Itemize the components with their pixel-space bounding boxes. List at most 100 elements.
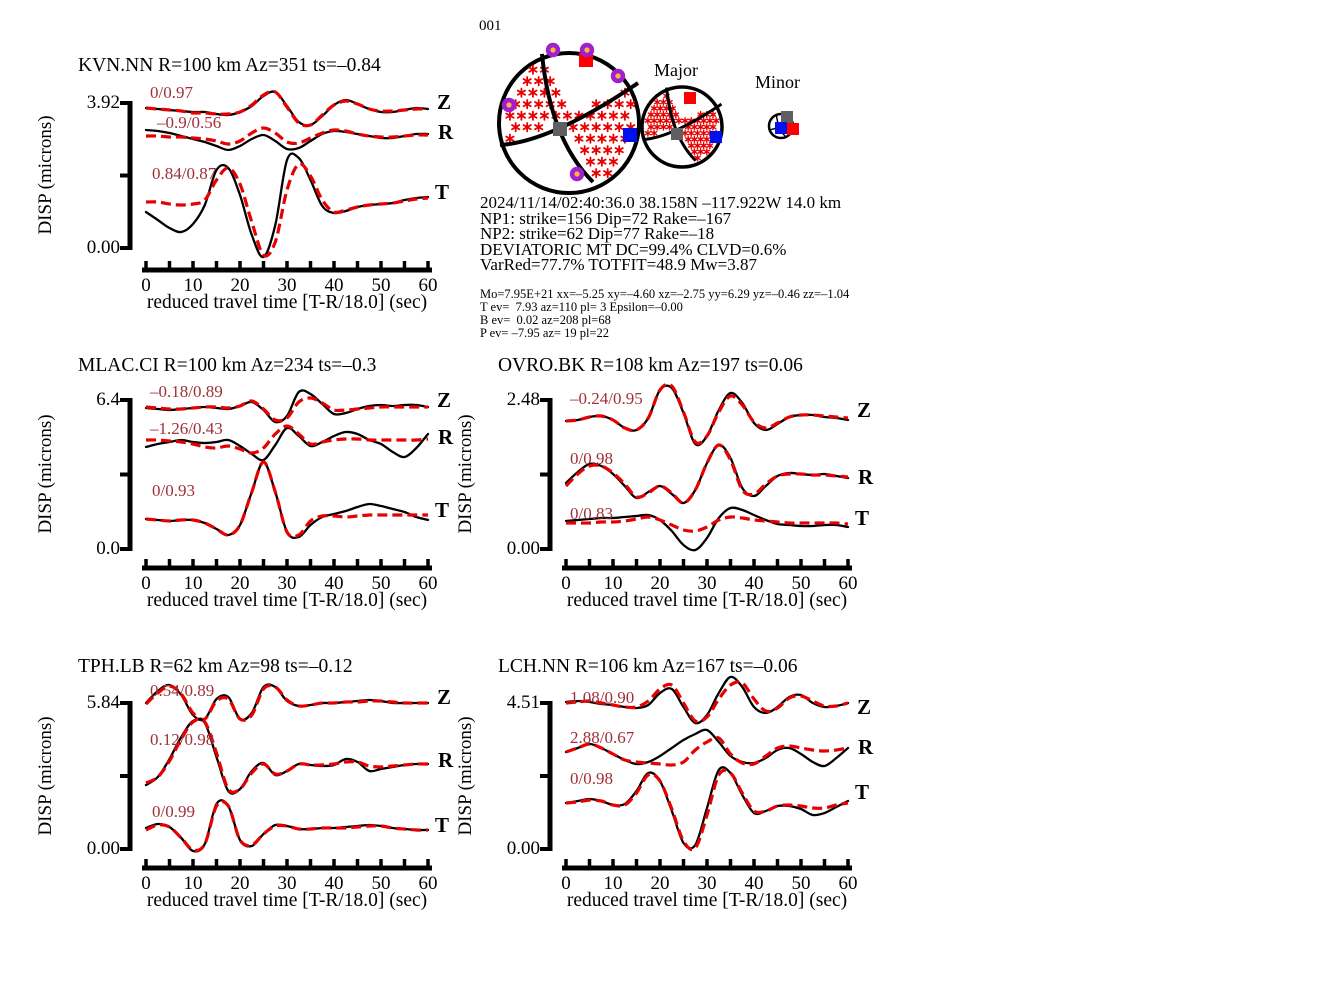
beachball-minor	[767, 111, 799, 140]
fit-label-r: 0.12/0.98	[150, 730, 215, 749]
waveform-synthetic-T	[145, 460, 428, 539]
asterisk	[539, 112, 549, 119]
asterisk	[591, 124, 601, 131]
y-min-label: 0.00	[506, 538, 540, 559]
component-letter-z: Z	[857, 695, 872, 719]
x-axis-label: reduced travel time [T-R/18.0] (sec)	[566, 890, 848, 911]
asterisk	[709, 112, 717, 117]
asterisk	[700, 143, 707, 148]
x-tick-label: 30	[698, 573, 717, 594]
asterisk	[663, 106, 670, 111]
varred-line: VarRed=77.7% TOTFIT=48.9 Mw=3.87	[480, 255, 757, 274]
x-tick-label: 0	[141, 275, 151, 296]
asterisk	[603, 147, 613, 154]
asterisk	[511, 124, 521, 131]
x-tick-label: 10	[184, 573, 203, 594]
component-letter-z: Z	[857, 398, 872, 422]
centroid-marker	[671, 128, 683, 140]
major-beachball-label: Major	[654, 60, 698, 80]
asterisk	[706, 118, 714, 123]
component-letter-z: Z	[437, 685, 452, 709]
asterisk	[597, 112, 607, 119]
y-axis-label: DISP (microns)	[455, 414, 476, 534]
y-max-label: 6.4	[96, 389, 120, 410]
component-letter-r: R	[438, 120, 454, 144]
asterisk	[684, 137, 692, 142]
y-min-label: 0.0	[96, 538, 120, 559]
fit-label-r: –0.9/0.56	[157, 113, 222, 132]
x-axis-label: reduced travel time [T-R/18.0] (sec)	[146, 292, 428, 313]
asterisk	[697, 149, 704, 154]
x-tick-label: 0	[561, 573, 571, 594]
x-tick-label: 40	[325, 573, 344, 594]
moment-tensor-elements-line: Mo=7.95E+21 xx=–5.25 xy=–4.60 xz=–2.75 y…	[480, 287, 850, 301]
x-tick-label: 50	[792, 873, 811, 894]
asterisk	[522, 78, 532, 85]
asterisk	[650, 130, 658, 136]
station-panel-LCH.NN: 0 10 20 30 40 50 60	[540, 675, 858, 894]
waveform-synthetic-R	[564, 443, 849, 505]
asterisk	[644, 130, 652, 136]
waveform-observed-T	[564, 506, 850, 552]
x-tick-label: 20	[651, 873, 670, 894]
asterisk	[703, 137, 711, 142]
asterisk	[656, 118, 664, 123]
beachball-major	[640, 85, 724, 169]
asterisk	[608, 135, 618, 142]
asterisk	[603, 124, 613, 131]
asterisk	[653, 99, 661, 105]
x-tick-label: 30	[278, 573, 297, 594]
minor-beachball-label: Minor	[755, 72, 800, 92]
p-axis-line: P ev= –7.95 az= 19 pl=22	[480, 326, 610, 340]
asterisk	[697, 137, 704, 142]
x-tick-label: 0	[141, 873, 151, 894]
x-tick-label: 60	[419, 573, 438, 594]
asterisk	[528, 112, 538, 119]
asterisk	[697, 124, 704, 130]
asterisk	[534, 78, 544, 85]
y-min-label: 0.00	[506, 838, 540, 859]
asterisk	[660, 99, 667, 105]
asterisk	[644, 118, 652, 123]
asterisk	[694, 155, 701, 161]
asterisk	[522, 101, 532, 108]
x-tick-label: 40	[745, 573, 764, 594]
station-polarity-center	[615, 73, 621, 79]
asterisk	[580, 124, 590, 131]
station-polarity-center	[574, 171, 580, 177]
y-axis-label: DISP (microns)	[35, 716, 56, 836]
x-tick-label: 30	[278, 873, 297, 894]
x-axis-label: reduced travel time [T-R/18.0] (sec)	[146, 890, 428, 911]
asterisk	[597, 135, 607, 142]
b-axis-line: B ev= 0.02 az=208 pl=68	[480, 313, 611, 327]
asterisk	[700, 130, 707, 136]
x-tick-label: 10	[604, 573, 623, 594]
x-tick-label: 30	[278, 275, 297, 296]
station-polarity-center	[550, 47, 556, 53]
fit-label-z: –0.18/0.89	[150, 382, 223, 401]
deviatoric-mt-line: DEVIATORIC MT DC=99.4% CLVD=0.6%	[480, 240, 787, 259]
asterisk	[703, 149, 711, 154]
asterisk	[691, 149, 698, 154]
asterisk	[551, 89, 561, 96]
y-axis-label: DISP (microns)	[455, 716, 476, 836]
asterisk	[505, 135, 515, 142]
centroid-marker	[781, 111, 793, 123]
asterisk	[691, 124, 698, 130]
waveform-observed-R	[144, 128, 430, 152]
x-tick-label: 20	[651, 573, 670, 594]
asterisk	[709, 124, 717, 130]
asterisk	[647, 112, 655, 117]
asterisk	[691, 137, 698, 142]
x-tick-label: 40	[745, 873, 764, 894]
component-letter-z: Z	[437, 90, 452, 114]
asterisk	[591, 101, 601, 108]
asterisk	[660, 124, 667, 130]
x-tick-label: 20	[231, 573, 250, 594]
x-tick-label: 50	[372, 275, 391, 296]
station-polarity-center	[584, 47, 590, 53]
asterisk	[614, 147, 624, 154]
y-min-label: 0.00	[86, 838, 120, 859]
panel-title-ovro: OVRO.BK R=108 km Az=197 ts=0.06	[498, 355, 803, 376]
